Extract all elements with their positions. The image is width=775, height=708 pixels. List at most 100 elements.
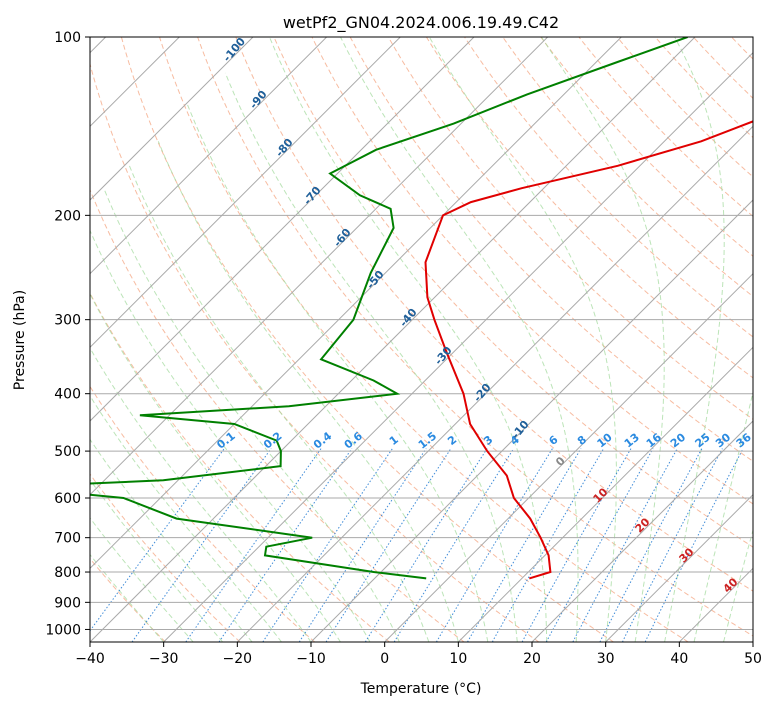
moist-adiabat (90, 553, 165, 642)
x-tick-label: −40 (75, 651, 105, 667)
mixing-ratio-line (185, 448, 322, 642)
mixing-ratio-line (218, 448, 353, 642)
dry-adiabat (757, 24, 775, 642)
moist-adiabat (186, 104, 489, 642)
y-tick-label: 500 (54, 444, 81, 460)
mixing-ratio-label: 10 (595, 430, 615, 450)
moist-adiabat (90, 293, 341, 642)
dry-adiabat-label: -50 (364, 268, 387, 292)
x-axis-label: Temperature (°C) (360, 681, 482, 697)
y-axis-label: Pressure (hPa) (12, 290, 28, 390)
mixing-ratio-line (364, 448, 488, 642)
mixing-ratio-line (621, 448, 723, 642)
mixing-ratio-line (435, 448, 553, 642)
dry-adiabat (311, 37, 753, 505)
y-tick-label: 100 (54, 30, 81, 46)
isotherm (90, 37, 181, 128)
moist-adiabat (90, 517, 194, 642)
isotherm (90, 37, 402, 349)
mixing-ratio-label: 30 (713, 430, 733, 450)
isotherm (236, 125, 753, 642)
x-tick-label: 0 (380, 651, 389, 667)
moist-adiabat (90, 438, 253, 642)
x-tick-label: 30 (597, 651, 615, 667)
dry-adiabat (502, 37, 753, 298)
mixing-ratio-label: 36 (734, 430, 754, 450)
isotherm (752, 641, 753, 642)
dry-adiabat-label: -100 (220, 35, 248, 65)
moist-adiabat (664, 37, 725, 642)
isotherm (90, 37, 623, 570)
dry-adiabat (90, 188, 465, 642)
y-tick-label: 900 (54, 595, 81, 611)
moist-adiabat (103, 188, 400, 642)
dry-adiabat (90, 473, 241, 642)
y-tick-label: 1000 (45, 622, 81, 638)
dry-adiabat (235, 37, 753, 592)
dry-adiabat (349, 37, 753, 462)
line-labels: 0.1 0.2 0.4 0.6 1 1.5 2 3 4 6 8 10 13 16 20 25 30 36-100-… (214, 35, 754, 596)
mixing-ratio-line (298, 448, 427, 642)
mixing-ratio-label: 2 (445, 433, 459, 448)
mixing-ratio-label: 1 (387, 433, 401, 448)
isotherm (457, 346, 753, 642)
mixing-ratio-line (644, 448, 744, 642)
moist-adiabat (540, 37, 665, 642)
isotherm (605, 493, 753, 642)
y-tick-label: 400 (54, 387, 81, 403)
dry-adiabat-label: -70 (301, 184, 324, 208)
dry-adiabat (90, 557, 166, 642)
mixing-ratio-label: 13 (622, 431, 642, 451)
mixing-ratio-line (599, 448, 703, 642)
y-axis: 100 200 300 400 500 600 700 800 900 1000 (45, 30, 90, 638)
dry-adiabat (90, 62, 540, 642)
x-tick-label: −20 (223, 651, 253, 667)
mixing-ratio-line (572, 448, 678, 642)
moist-adiabat (157, 141, 459, 642)
moist-adiabat (90, 347, 312, 642)
isotherm (310, 199, 753, 642)
mixing-ratio-label: 0.2 (261, 429, 284, 451)
moist-adiabat-label: 20 (633, 515, 653, 535)
dry-adiabat-label: -60 (331, 226, 354, 250)
x-tick-label: −10 (296, 651, 326, 667)
moist-adiabat (90, 479, 223, 642)
mixing-ratio-label: 8 (575, 433, 589, 448)
mixing-ratio-label: 0.6 (342, 429, 366, 451)
x-tick-label: 10 (449, 651, 467, 667)
isotherm (90, 37, 328, 275)
mixing-ratio-label: 1.5 (416, 429, 439, 451)
mixing-ratio-line (90, 448, 225, 632)
moist-adiabat (428, 37, 617, 642)
dry-adiabat (654, 37, 753, 139)
isotherm (90, 37, 254, 201)
moist-adiabat (269, 37, 548, 642)
y-tick-label: 600 (54, 491, 81, 507)
moist-adiabat (339, 37, 579, 642)
moist-adiabat (723, 528, 753, 642)
isotherm (90, 37, 549, 496)
x-tick-label: 20 (523, 651, 541, 667)
dry-adiabat (158, 37, 689, 642)
moist-adiabat-label: 40 (721, 575, 741, 595)
isotherm (90, 37, 696, 642)
sounding-line (424, 120, 753, 580)
mixing-ratio-line (393, 448, 515, 642)
isotherm (90, 37, 475, 422)
mixing-ratio-label: 6 (547, 433, 561, 448)
mixing-ratio-label: 20 (668, 430, 688, 450)
x-axis: −40 −30 −20 −10 0 10 20 30 40 50 (75, 642, 762, 667)
plot-series (90, 37, 753, 580)
dry-adiabat (90, 385, 316, 642)
dry-adiabat-label: -90 (247, 88, 270, 112)
x-tick-label: 40 (670, 651, 688, 667)
moist-adiabat (693, 390, 753, 642)
mixing-ratio-line (491, 448, 605, 642)
dry-adiabat-label: -80 (273, 136, 296, 160)
x-tick-label: −30 (149, 651, 179, 667)
mixing-ratio-label: 25 (693, 431, 713, 451)
sounding-line (90, 37, 688, 580)
dry-adiabat (425, 37, 753, 379)
moist-adiabat (90, 394, 282, 642)
